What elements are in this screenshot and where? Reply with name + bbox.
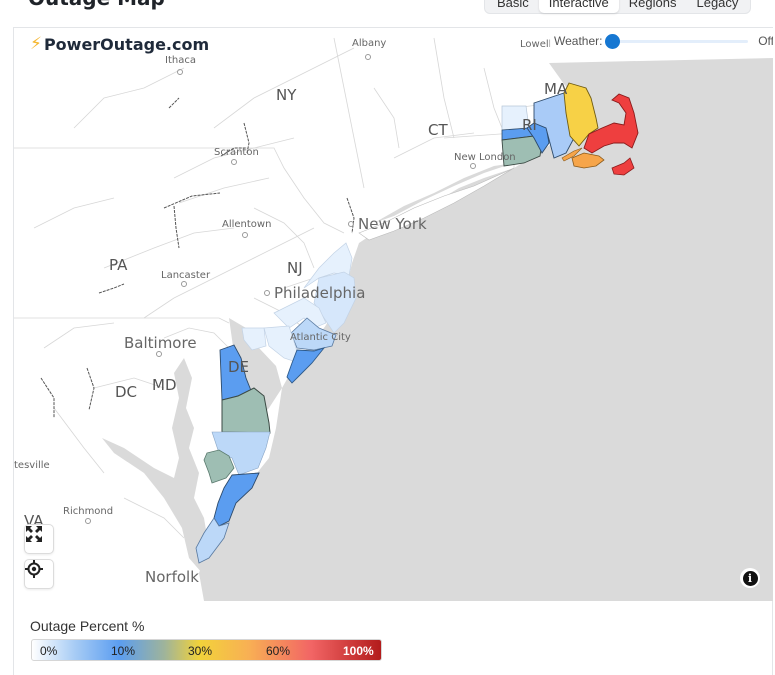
svg-text:New London: New London	[454, 152, 516, 163]
weather-state: Off	[758, 34, 773, 48]
svg-text:Baltimore: Baltimore	[124, 334, 197, 352]
legend-stop-0: 0%	[40, 644, 58, 658]
region-va-accomack[interactable]	[213, 472, 260, 527]
svg-text:Allentown: Allentown	[222, 219, 271, 230]
svg-text:NY: NY	[276, 86, 297, 104]
brand-name: PowerOutage.com	[43, 34, 210, 54]
region-nj-burlington[interactable]	[273, 297, 327, 329]
long-island	[358, 167, 515, 241]
tab-legacy[interactable]: Legacy	[696, 0, 739, 10]
svg-text:New York: New York	[358, 215, 427, 233]
tab-regions[interactable]: Regions	[628, 0, 677, 10]
locate-button[interactable]	[24, 559, 54, 589]
locate-crosshair-icon	[25, 560, 43, 578]
weather-slider-thumb[interactable]	[605, 33, 621, 49]
svg-text:MA: MA	[544, 80, 568, 98]
district-borders	[40, 97, 355, 418]
weather-label: Weather:	[554, 34, 603, 48]
map-card: NY CT RI MA PA NJ DE MD DC VA Albany Low…	[13, 27, 773, 675]
fullscreen-button[interactable]	[24, 524, 54, 554]
region-ma-marthas-vineyard[interactable]	[571, 152, 605, 169]
legend-stop-30: 30%	[188, 644, 213, 658]
long-island-sound	[374, 163, 514, 223]
region-md-somerset[interactable]	[203, 449, 235, 484]
region-nj-atlantic[interactable]	[290, 317, 337, 351]
legend-stop-10: 10%	[111, 644, 136, 658]
weather-toggle[interactable]: Weather: Off	[550, 29, 773, 53]
view-tabs: Basic Interactive Regions Legacy	[484, 0, 752, 14]
map-canvas[interactable]: NY CT RI MA PA NJ DE MD DC VA Albany Low…	[14, 28, 773, 601]
atlantic-ocean	[199, 58, 773, 601]
tab-basic[interactable]: Basic	[497, 0, 529, 10]
region-nj-cape-may[interactable]	[286, 347, 326, 384]
legend-title: Outage Percent %	[30, 618, 145, 634]
poweroutage-logo[interactable]: ⚡ PowerOutage.com	[30, 34, 209, 54]
region-nj-north[interactable]	[303, 242, 353, 289]
svg-text:MD: MD	[152, 376, 177, 394]
svg-text:Atlantic City: Atlantic City	[290, 332, 351, 343]
info-button[interactable]: i	[740, 568, 760, 588]
svg-text:Lancaster: Lancaster	[161, 270, 211, 281]
region-ma-nantucket[interactable]	[611, 157, 635, 176]
weather-slider[interactable]	[605, 33, 749, 49]
svg-text:Albany: Albany	[352, 38, 386, 49]
legend-stop-60: 60%	[266, 644, 291, 658]
svg-text:tesville: tesville	[14, 460, 50, 471]
region-ma-elizabeth-islands[interactable]	[561, 147, 583, 162]
outage-percent-legend: 0% 10% 30% 60% 100%	[31, 639, 382, 661]
svg-text:CT: CT	[428, 121, 448, 139]
svg-text:Richmond: Richmond	[63, 506, 113, 517]
svg-text:Lowell: Lowell	[520, 39, 551, 50]
region-ma-barnstable[interactable]	[583, 93, 639, 154]
info-icon: i	[742, 570, 758, 586]
svg-text:Scranton: Scranton	[214, 147, 259, 158]
region-nj-salem[interactable]	[241, 327, 267, 351]
svg-text:RI: RI	[522, 116, 537, 134]
region-va-northampton[interactable]	[195, 517, 230, 564]
svg-text:DC: DC	[115, 383, 137, 401]
svg-text:DE: DE	[228, 358, 249, 376]
chesapeake-bay	[102, 358, 209, 573]
outage-map[interactable]: NY CT RI MA PA NJ DE MD DC VA Albany Low…	[14, 28, 773, 601]
lightning-bolt-icon: ⚡	[30, 34, 42, 54]
fullscreen-expand-icon	[26, 526, 42, 542]
legend-stop-100: 100%	[343, 644, 374, 658]
svg-text:Norfolk: Norfolk	[145, 568, 199, 586]
svg-text:Philadelphia: Philadelphia	[274, 284, 365, 302]
svg-text:NJ: NJ	[287, 259, 303, 277]
map-labels: NY CT RI MA PA NJ DE MD DC VA Albany Low…	[14, 38, 568, 586]
page-title: Outage Map	[28, 0, 165, 10]
svg-text:Ithaca: Ithaca	[165, 55, 196, 66]
tab-interactive[interactable]: Interactive	[538, 0, 619, 13]
svg-text:PA: PA	[109, 256, 128, 274]
